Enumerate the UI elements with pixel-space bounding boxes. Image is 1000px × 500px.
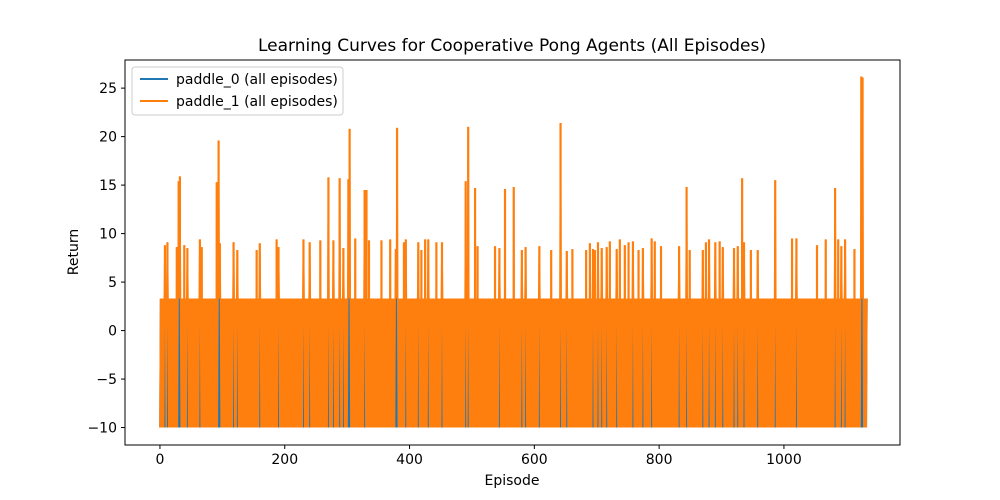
plot-content	[159, 76, 868, 428]
y-tick-label: 20	[99, 130, 117, 146]
x-tick-label: 600	[521, 452, 548, 468]
legend-box	[131, 66, 344, 116]
y-tick-label: 0	[108, 324, 117, 340]
plot-area-frame	[124, 59, 901, 446]
chart-title: Learning Curves for Cooperative Pong Age…	[258, 36, 766, 56]
legend: paddle_0 (all episodes) paddle_1 (all ep…	[131, 66, 344, 116]
y-tick-label: 15	[99, 178, 117, 194]
legend-label-paddle-0: paddle_0 (all episodes)	[176, 72, 338, 88]
y-tick-label: 25	[99, 81, 117, 97]
y-tick-label: −10	[87, 421, 117, 437]
series-line-paddle-1	[159, 76, 868, 428]
x-tick-label: 800	[646, 452, 673, 468]
x-axis-label: Episode	[485, 473, 540, 489]
x-tick-label: 200	[271, 452, 298, 468]
y-tick-label: −5	[96, 372, 117, 388]
y-tick-label: 10	[99, 227, 117, 243]
y-axis: −10 −5 0 5 10 15 20 25	[87, 81, 125, 437]
x-tick-label: 1000	[766, 452, 802, 468]
x-axis: 0 200 400 600 800 1000	[155, 445, 802, 468]
y-tick-label: 5	[108, 275, 117, 291]
legend-label-paddle-1: paddle_1 (all episodes)	[176, 94, 338, 110]
y-axis-label: Return	[66, 229, 82, 275]
x-tick-label: 0	[155, 452, 164, 468]
x-tick-label: 400	[396, 452, 423, 468]
